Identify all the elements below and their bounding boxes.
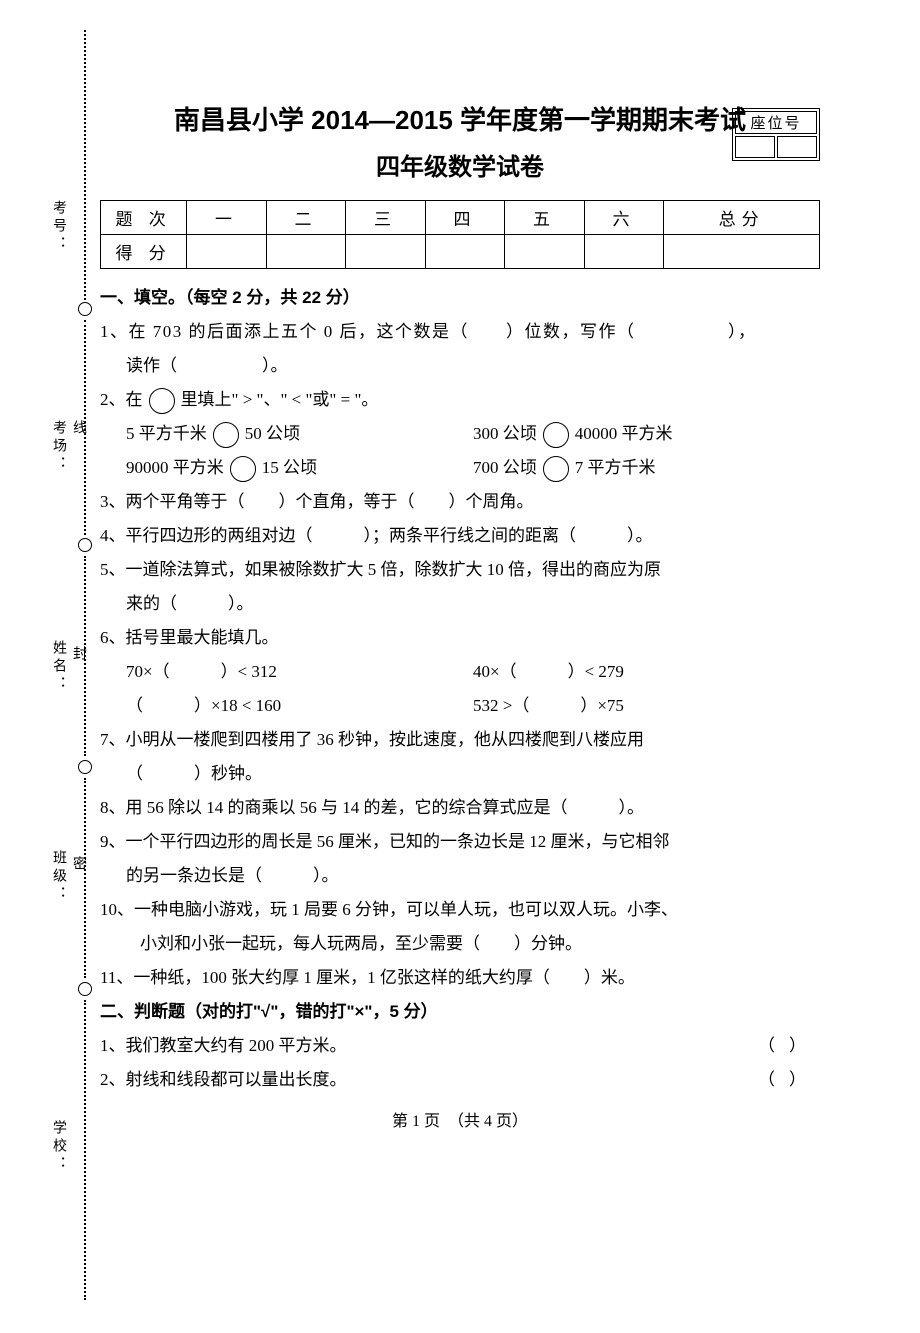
q11: 11、一种纸，100 张大约厚 1 厘米，1 亿张这样的纸大约厚（ ）米。: [100, 961, 820, 995]
q2-item: 5 平方千米 50 公顷: [126, 417, 473, 451]
score-header: 题 次: [101, 201, 187, 235]
q2-row2: 90000 平方米 15 公顷 700 公顷 7 平方千米: [100, 451, 820, 485]
q5-line1: 5、一道除法算式，如果被除数扩大 5 倍，除数扩大 10 倍，得出的商应为原: [100, 553, 820, 587]
q2-text: 90000 平方米: [126, 458, 224, 477]
binding-margin: 考号： 考场： 姓名： 班级： 学校： 线 封 密: [62, 30, 92, 1300]
score-cell[interactable]: [505, 235, 585, 269]
q6-prompt: 6、括号里最大能填几。: [100, 621, 820, 655]
seat-number-box: 座位号: [732, 108, 820, 161]
q9-line2: 的另一条边长是（ ）。: [100, 859, 820, 893]
q2-text: 40000 平方米: [575, 424, 673, 443]
s2-q1: 1、我们教室大约有 200 平方米。 （）: [100, 1029, 820, 1063]
margin-label-xuexiao: 学校：: [48, 1120, 68, 1174]
exam-title: 南昌县小学 2014—2015 学年度第一学期期末考试: [174, 100, 746, 137]
q2-item: 90000 平方米 15 公顷: [126, 451, 473, 485]
margin-label-xian: 线: [68, 420, 88, 438]
q7-line2: （ ）秒钟。: [100, 757, 820, 791]
margin-label-banji: 班级：: [48, 850, 68, 904]
q1-line1: 1、在 703 的后面添上五个 0 后，这个数是（ ）位数，写作（ ），: [100, 315, 820, 349]
score-cell[interactable]: [584, 235, 664, 269]
dotted-line: [84, 1000, 86, 1300]
table-row: 得 分: [101, 235, 820, 269]
margin-circle: [78, 982, 92, 996]
section-1-heading: 一、填空。（每空 2 分，共 22 分）: [100, 281, 820, 315]
q2-text: 300 公顷: [473, 424, 537, 443]
margin-label-kaochang: 考场：: [48, 420, 68, 474]
q6-item: （ ）×18 < 160: [126, 689, 473, 723]
circle-icon: [213, 422, 239, 448]
q2-item: 300 公顷 40000 平方米: [473, 417, 820, 451]
margin-label-xingming: 姓名：: [48, 640, 68, 694]
q2-row1: 5 平方千米 50 公顷 300 公顷 40000 平方米: [100, 417, 820, 451]
q3: 3、两个平角等于（ ）个直角，等于（ ）个周角。: [100, 485, 820, 519]
q2-item: 700 公顷 7 平方千米: [473, 451, 820, 485]
s2-q1-text: 1、我们教室大约有 200 平方米。: [100, 1036, 347, 1055]
q6-item: 70×（ ）< 312: [126, 655, 473, 689]
q6-row1: 70×（ ）< 312 40×（ ）< 279: [100, 655, 820, 689]
dotted-line: [84, 30, 86, 300]
answer-paren[interactable]: （）: [758, 1029, 820, 1063]
q6-item: 532 >（ ）×75: [473, 689, 820, 723]
circle-icon: [230, 456, 256, 482]
q9-line1: 9、一个平行四边形的周长是 56 厘米，已知的一条边长是 12 厘米，与它相邻: [100, 825, 820, 859]
q10-line2: 小刘和小张一起玩，每人玩两局，至少需要（ ）分钟。: [100, 927, 820, 961]
score-label: 得 分: [101, 235, 187, 269]
q2-text: 50 公顷: [245, 424, 300, 443]
score-cell[interactable]: [266, 235, 346, 269]
score-header: 二: [266, 201, 346, 235]
questions: 一、填空。（每空 2 分，共 22 分） 1、在 703 的后面添上五个 0 后…: [100, 281, 820, 1097]
score-cell[interactable]: [346, 235, 426, 269]
score-header: 六: [584, 201, 664, 235]
page-footer: 第 1 页 （共 4 页）: [100, 1107, 820, 1131]
q6-row2: （ ）×18 < 160 532 >（ ）×75: [100, 689, 820, 723]
margin-label-mi: 密: [68, 856, 88, 874]
circle-icon: [543, 422, 569, 448]
score-cell[interactable]: [187, 235, 267, 269]
seat-label: 座位号: [735, 111, 817, 134]
answer-paren[interactable]: （）: [758, 1063, 820, 1097]
seat-cell[interactable]: [777, 136, 817, 158]
q4: 4、平行四边形的两组对边（ ）；两条平行线之间的距离（ ）。: [100, 519, 820, 553]
seat-cell[interactable]: [735, 136, 775, 158]
q2-text: 7 平方千米: [575, 458, 656, 477]
dotted-line: [84, 778, 86, 978]
score-header: 四: [425, 201, 505, 235]
q5-line2: 来的（ ）。: [100, 587, 820, 621]
score-cell[interactable]: [664, 235, 820, 269]
margin-circle: [78, 760, 92, 774]
score-header: 五: [505, 201, 585, 235]
q8: 8、用 56 除以 14 的商乘以 56 与 14 的差，它的综合算式应是（ ）…: [100, 791, 820, 825]
page-content: 南昌县小学 2014—2015 学年度第一学期期末考试 座位号 四年级数学试卷 …: [100, 100, 820, 1131]
score-header: 三: [346, 201, 426, 235]
circle-icon: [149, 388, 175, 414]
section-2-heading: 二、判断题（对的打"√"，错的打"×"，5 分）: [100, 995, 820, 1029]
score-header: 一: [187, 201, 267, 235]
q2-prompt: 2、在 里填上" > "、" < "或" = "。: [100, 383, 820, 417]
margin-circle: [78, 538, 92, 552]
circle-icon: [543, 456, 569, 482]
margin-label-feng: 封: [68, 646, 88, 664]
score-table: 题 次 一 二 三 四 五 六 总分 得 分: [100, 200, 820, 269]
q2-text: 5 平方千米: [126, 424, 207, 443]
q10-line1: 10、一种电脑小游戏，玩 1 局要 6 分钟，可以单人玩，也可以双人玩。小李、: [100, 893, 820, 927]
q2-text-b: 里填上" > "、" < "或" = "。: [181, 390, 379, 409]
q6-item: 40×（ ）< 279: [473, 655, 820, 689]
table-row: 题 次 一 二 三 四 五 六 总分: [101, 201, 820, 235]
score-cell[interactable]: [425, 235, 505, 269]
q2-text: 700 公顷: [473, 458, 537, 477]
q2-text-a: 2、在: [100, 390, 143, 409]
title-row: 南昌县小学 2014—2015 学年度第一学期期末考试 座位号: [100, 100, 820, 137]
s2-q2: 2、射线和线段都可以量出长度。 （）: [100, 1063, 820, 1097]
margin-circle: [78, 302, 92, 316]
q1-line2: 读作（ ）。: [100, 349, 820, 383]
q2-text: 15 公顷: [262, 458, 317, 477]
margin-label-kaohao: 考号：: [48, 200, 68, 254]
s2-q2-text: 2、射线和线段都可以量出长度。: [100, 1070, 347, 1089]
q7-line1: 7、小明从一楼爬到四楼用了 36 秒钟，按此速度，他从四楼爬到八楼应用: [100, 723, 820, 757]
score-header: 总分: [664, 201, 820, 235]
exam-subtitle: 四年级数学试卷: [100, 147, 820, 182]
